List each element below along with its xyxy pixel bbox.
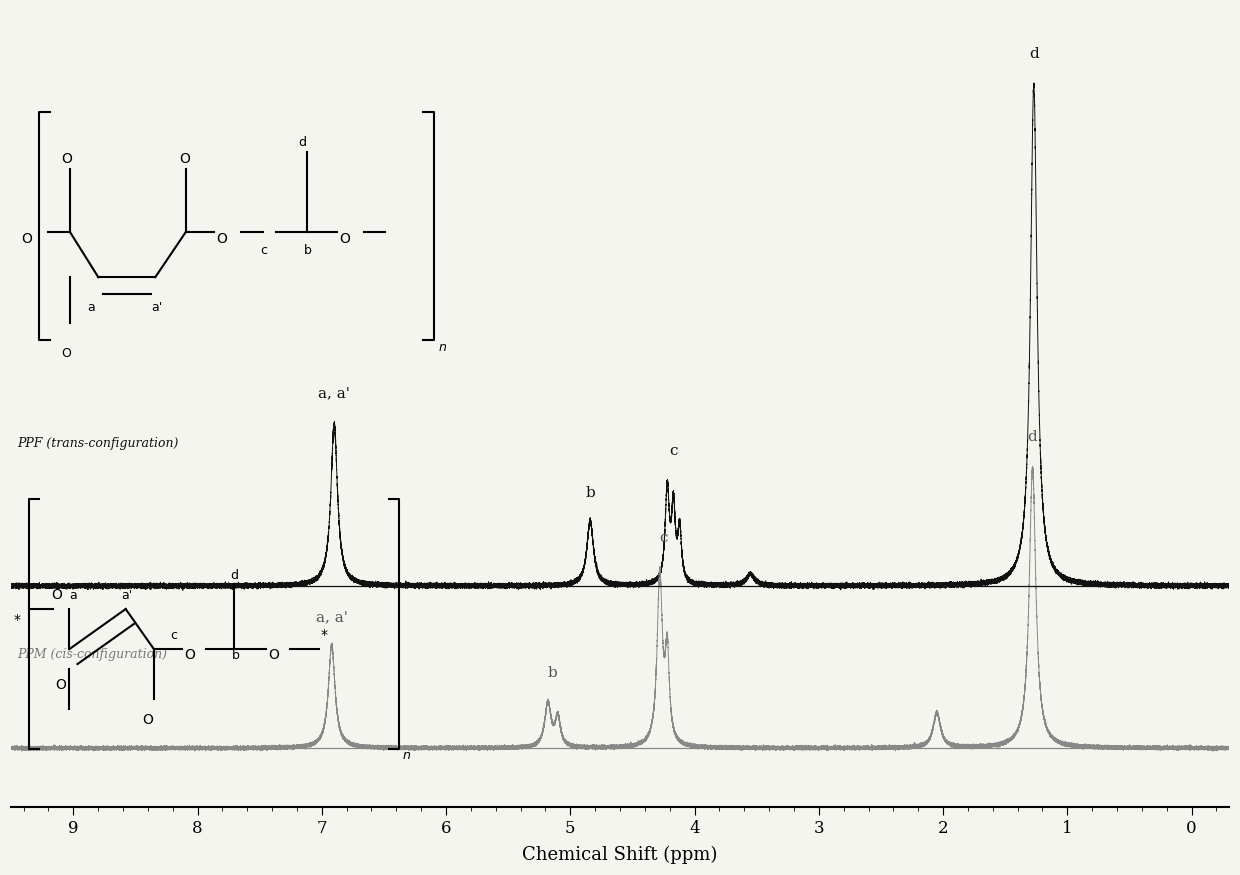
Text: PPF (trans-configuration): PPF (trans-configuration)	[17, 437, 179, 450]
X-axis label: Chemical Shift (ppm): Chemical Shift (ppm)	[522, 845, 718, 864]
Text: a, a': a, a'	[319, 386, 350, 400]
Text: d: d	[1028, 430, 1038, 444]
Text: b: b	[585, 487, 595, 500]
Text: c: c	[670, 444, 678, 458]
Text: d: d	[1029, 47, 1039, 61]
Text: c: c	[660, 530, 668, 544]
Text: a, a': a, a'	[316, 610, 347, 624]
Text: b: b	[548, 667, 558, 681]
Text: PPM (cis-configuration): PPM (cis-configuration)	[17, 648, 167, 661]
